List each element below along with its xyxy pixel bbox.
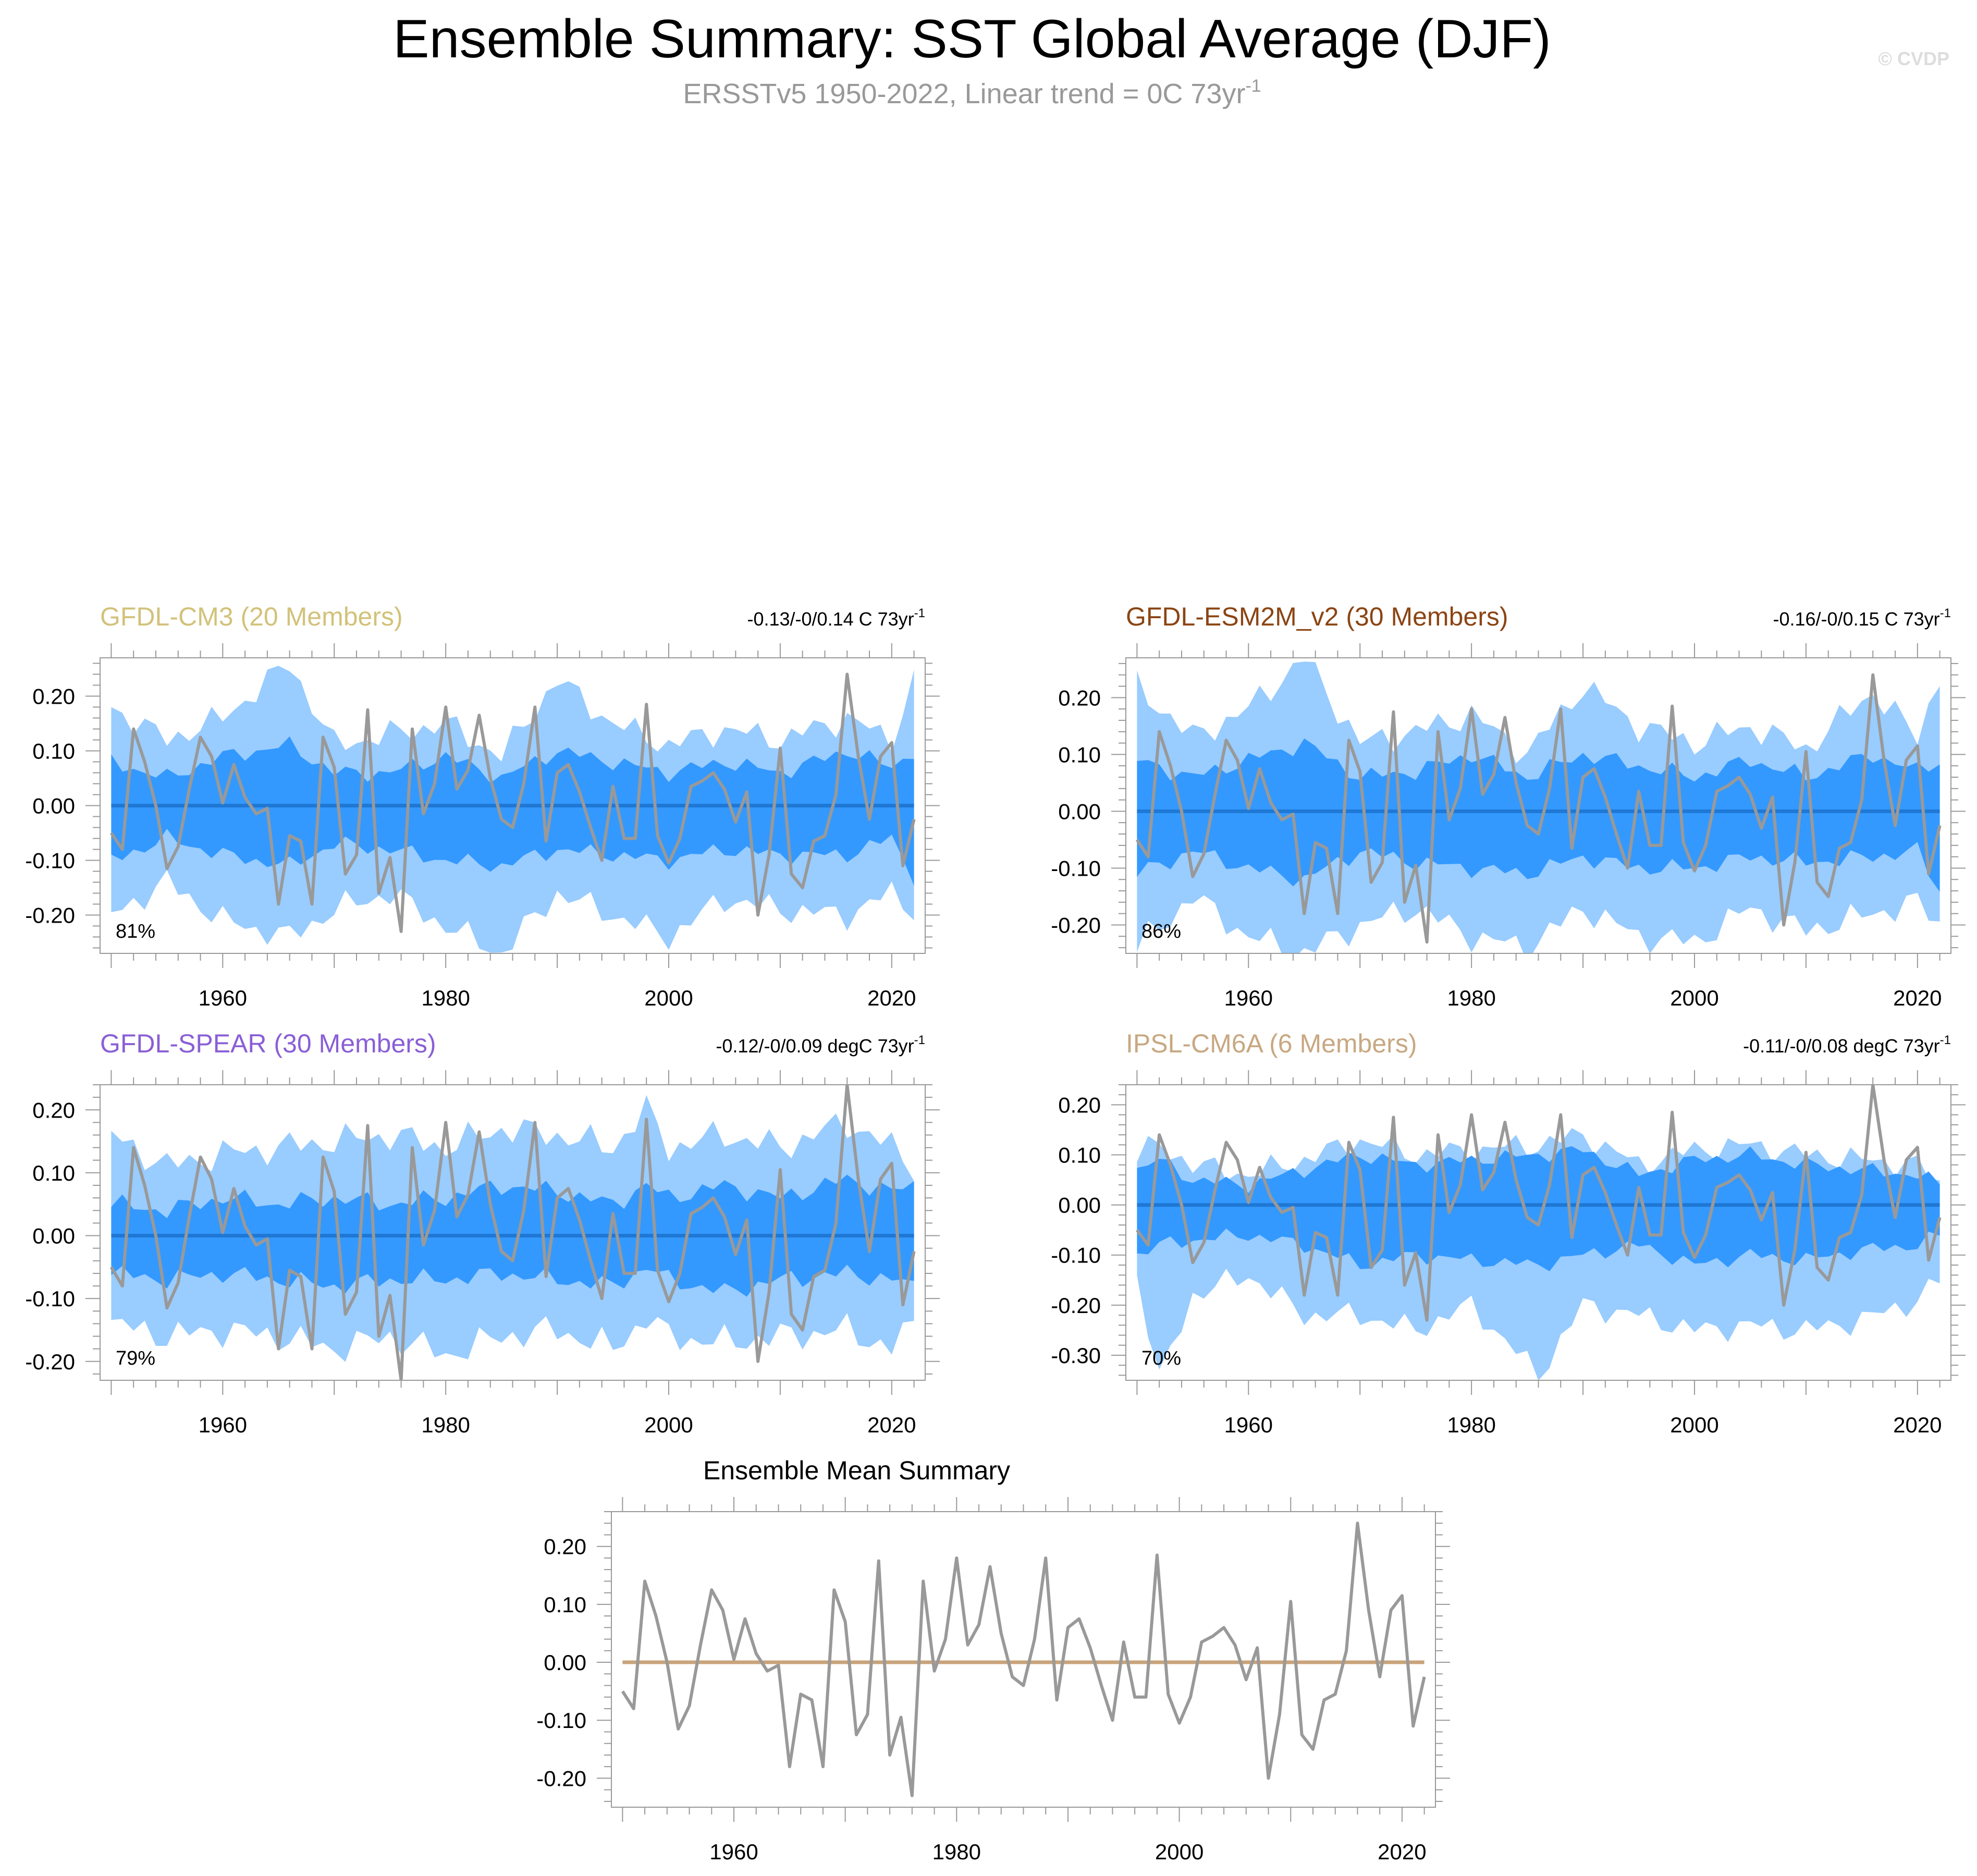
x-tick-label: 1980 bbox=[421, 1413, 470, 1437]
x-tick-label: 2020 bbox=[1893, 986, 1942, 1010]
y-tick-label: 0.20 bbox=[32, 684, 75, 709]
y-tick-label: -0.10 bbox=[1051, 1243, 1101, 1268]
y-tick-label: 0.20 bbox=[1058, 1093, 1101, 1117]
trend-label: -0.12/-0/0.09 degC 73yr-1 bbox=[716, 1033, 925, 1057]
y-tick-label: -0.10 bbox=[536, 1708, 586, 1733]
x-tick-label: 2000 bbox=[1155, 1840, 1204, 1864]
y-tick-label: 0.10 bbox=[32, 739, 75, 764]
percent-label: 70% bbox=[1141, 1347, 1181, 1369]
percent-label: 79% bbox=[116, 1347, 155, 1369]
x-tick-label: 2000 bbox=[644, 986, 693, 1010]
trend-label: -0.16/-0/0.15 C 73yr-1 bbox=[1773, 606, 1951, 630]
x-tick-label: 1960 bbox=[1224, 986, 1273, 1010]
observation-line bbox=[1135, 1085, 1942, 1322]
y-tick-label: 0.00 bbox=[1058, 799, 1101, 824]
trend-text: -0.13/-0/0.14 C 73yr bbox=[747, 608, 914, 630]
y-tick-label: 0.00 bbox=[32, 794, 75, 818]
observation-line bbox=[621, 1522, 1426, 1797]
y-tick-label: 0.00 bbox=[544, 1650, 586, 1675]
y-tick-label: -0.20 bbox=[1051, 1293, 1101, 1318]
x-tick-label: 2020 bbox=[1378, 1840, 1426, 1864]
page-subtitle: ERSSTv5 1950-2022, Linear trend = 0C 73y… bbox=[683, 76, 1261, 109]
panel-3: 0.20 0.10 0.00 -0.10 -0.20 1960 1980 2000 2020 GF… bbox=[25, 1029, 940, 1437]
trend-exponent: -1 bbox=[914, 606, 925, 620]
percent-label: 81% bbox=[116, 921, 155, 942]
panel-title: GFDL-ESM2M_v2 (30 Members) bbox=[1126, 602, 1508, 631]
panel-plot-area bbox=[1135, 1085, 1942, 1380]
y-tick-label: 0.10 bbox=[32, 1161, 75, 1185]
panel-2: 0.20 0.10 0.00 -0.10 -0.20 1960 1980 2000 2020 GF… bbox=[1051, 602, 1966, 1010]
trend-text: -0.12/-0/0.09 degC 73yr bbox=[716, 1035, 914, 1057]
panel-5: 0.20 0.10 0.00 -0.10 -0.20 1960 1980 2000 2020 En… bbox=[536, 1456, 1450, 1864]
x-tick-label: 2020 bbox=[867, 1413, 916, 1437]
x-tick-label: 2020 bbox=[1893, 1413, 1942, 1437]
trend-exponent: -1 bbox=[1940, 1033, 1951, 1047]
trend-exponent: -1 bbox=[1940, 606, 1951, 620]
panel-plot-area bbox=[109, 666, 916, 953]
y-tick-label: 0.10 bbox=[544, 1592, 586, 1617]
panel-1: 0.20 0.10 0.00 -0.10 -0.20 1960 1980 2000 2020 GF… bbox=[25, 602, 940, 1010]
y-tick-label: 0.10 bbox=[1058, 1143, 1101, 1168]
y-tick-label: -0.30 bbox=[1051, 1343, 1101, 1368]
x-tick-label: 1960 bbox=[1224, 1413, 1273, 1437]
x-tick-label: 1960 bbox=[199, 986, 247, 1010]
panel-title: GFDL-CM3 (20 Members) bbox=[100, 602, 403, 631]
panel-4: 0.20 0.10 0.00 -0.10 -0.20 -0.30 1960 1980 2000 2… bbox=[1051, 1029, 1966, 1437]
y-tick-label: 0.20 bbox=[1058, 685, 1101, 710]
x-tick-label: 2000 bbox=[1670, 986, 1718, 1010]
x-tick-label: 1960 bbox=[709, 1840, 758, 1864]
percent-label: 86% bbox=[1141, 921, 1181, 942]
y-tick-label: 0.00 bbox=[32, 1224, 75, 1248]
panel-plot-area bbox=[621, 1522, 1426, 1797]
panel-title: IPSL-CM6A (6 Members) bbox=[1126, 1029, 1417, 1058]
x-tick-label: 1980 bbox=[1447, 1413, 1495, 1437]
trend-label: -0.11/-0/0.08 degC 73yr-1 bbox=[1743, 1033, 1951, 1057]
panel-title: GFDL-SPEAR (30 Members) bbox=[100, 1029, 436, 1058]
page-title: Ensemble Summary: SST Global Average (DJ… bbox=[393, 9, 1551, 69]
panel-plot-area bbox=[1135, 661, 1942, 953]
y-tick-label: -0.20 bbox=[1051, 913, 1101, 937]
y-tick-label: -0.10 bbox=[1051, 856, 1101, 880]
trend-text: -0.16/-0/0.15 C 73yr bbox=[1773, 608, 1939, 630]
trend-exponent: -1 bbox=[914, 1033, 925, 1047]
y-tick-label: 0.20 bbox=[544, 1535, 586, 1559]
y-tick-label: 0.00 bbox=[1058, 1193, 1101, 1218]
y-tick-label: 0.10 bbox=[1058, 742, 1101, 767]
y-tick-label: -0.20 bbox=[25, 1350, 75, 1374]
x-tick-label: 1960 bbox=[199, 1413, 247, 1437]
x-tick-label: 1980 bbox=[1447, 986, 1495, 1010]
x-tick-label: 2020 bbox=[867, 986, 916, 1010]
watermark: © CVDP bbox=[1878, 48, 1949, 69]
observation-line bbox=[1135, 673, 1942, 944]
trend-label: -0.13/-0/0.14 C 73yr-1 bbox=[747, 606, 925, 630]
trend-text: -0.11/-0/0.08 degC 73yr bbox=[1743, 1035, 1940, 1057]
panels-group: 0.20 0.10 0.00 -0.10 -0.20 1960 1980 2000 2020 GF… bbox=[25, 602, 1966, 1864]
x-tick-label: 2000 bbox=[644, 1413, 693, 1437]
panel-title: Ensemble Mean Summary bbox=[703, 1456, 1010, 1485]
y-tick-label: -0.10 bbox=[25, 849, 75, 873]
observation-line bbox=[109, 672, 916, 933]
x-tick-label: 2000 bbox=[1670, 1413, 1718, 1437]
observation-line bbox=[109, 1085, 916, 1380]
y-tick-label: -0.20 bbox=[536, 1766, 586, 1791]
panel-plot-area bbox=[109, 1085, 916, 1380]
x-tick-label: 1980 bbox=[932, 1840, 981, 1864]
y-tick-label: 0.20 bbox=[32, 1098, 75, 1122]
y-tick-label: -0.10 bbox=[25, 1286, 75, 1311]
x-tick-label: 1980 bbox=[421, 986, 470, 1010]
y-tick-label: -0.20 bbox=[25, 903, 75, 928]
